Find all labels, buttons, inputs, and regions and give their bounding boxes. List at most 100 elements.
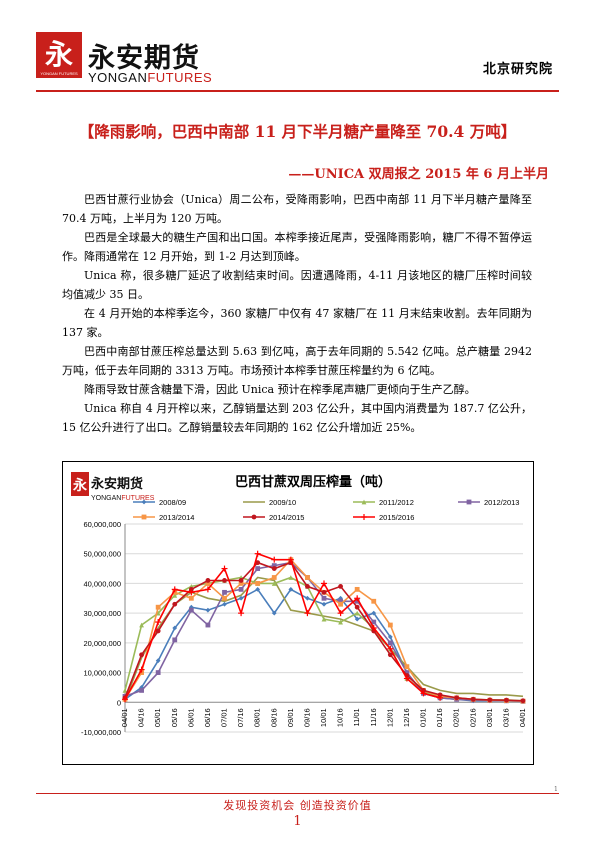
data-point: [288, 586, 294, 592]
legend-entry: 2013/2014: [133, 513, 194, 522]
chart-logo: 永 永安期货 YONGANFUTURES: [71, 472, 155, 502]
data-point: [222, 595, 227, 601]
data-point: [172, 592, 178, 598]
data-point: [404, 670, 410, 675]
data-point: [171, 586, 178, 593]
data-point: [255, 586, 261, 592]
legend-label: 2014/2015: [269, 513, 304, 522]
x-tick-label: 06/16: [203, 708, 212, 727]
data-point: [321, 601, 327, 607]
data-point: [338, 584, 343, 589]
data-point: [138, 666, 145, 673]
data-point: [361, 499, 367, 505]
paragraph: 在 4 月开始的本榨季迄今，360 家糖厂中仅有 47 家糖厂在 11 月末结束…: [62, 307, 532, 339]
chart-logo-cn: 永安期货: [90, 476, 143, 491]
x-tick-label: 03/01: [485, 708, 494, 727]
data-point: [470, 696, 476, 702]
x-tick-label: 07/16: [236, 708, 245, 727]
yongan-logo-icon: 永 YONGAN FUTURES: [36, 32, 82, 78]
legend-label: 2011/2012: [379, 498, 414, 507]
x-tick-label: 06/01: [186, 708, 195, 727]
data-point: [271, 610, 277, 616]
x-tick-label: 11/16: [369, 708, 378, 726]
data-point: [254, 550, 261, 557]
data-point: [338, 619, 343, 625]
data-point: [271, 563, 277, 568]
data-point: [222, 601, 227, 607]
data-point: [155, 604, 161, 610]
data-point: [122, 696, 128, 703]
data-point: [205, 607, 211, 613]
logo-glyph: 永: [45, 39, 73, 70]
page-number: 1: [293, 814, 302, 829]
x-tick-label: 01/16: [435, 708, 444, 727]
paragraph: Unica 称自 4 月开榨以来，乙醇销量达到 203 亿公升，其中国内消费量为…: [62, 402, 532, 434]
data-point: [204, 586, 211, 593]
x-axis: 04/01 04/16 05/01 05/16 06/01 06/16 07/01 07/16…: [120, 708, 527, 727]
data-point: [370, 625, 377, 631]
x-tick-label: 12/01: [385, 708, 394, 727]
data-point: [404, 664, 410, 670]
x-tick-label: 02/16: [468, 708, 477, 727]
data-point: [255, 581, 261, 586]
report-title: 【降雨影响，巴西中南部 11 月下半月糖产量降至 70.4 万吨】: [78, 122, 517, 141]
paragraph: 巴西是全球最大的糖生产国和出口国。本榨季接近尾声，受强降雨影响，糖厂不得不暂停运…: [62, 231, 532, 263]
data-point: [387, 645, 394, 652]
x-tick-label: 05/16: [170, 708, 179, 727]
y-tick-label: 50,000,000: [83, 550, 121, 559]
series-line: [124, 552, 441, 700]
data-point: [188, 595, 194, 601]
x-tick-label: 08/16: [269, 708, 278, 727]
series-2013-2014: [122, 557, 526, 704]
data-point: [139, 688, 144, 693]
data-point: [238, 586, 244, 592]
chart-grid: [125, 523, 523, 733]
x-tick-label: 01/01: [419, 708, 428, 727]
data-point: [205, 578, 211, 583]
data-point: [321, 589, 327, 595]
data-point: [188, 607, 194, 613]
data-point: [420, 690, 427, 697]
data-point: [288, 575, 294, 580]
data-point: [238, 595, 244, 601]
data-point: [321, 616, 327, 622]
data-point: [172, 625, 178, 631]
series-lines: [122, 550, 526, 704]
data-point: [338, 601, 343, 607]
data-point: [205, 581, 211, 586]
data-point: [271, 566, 277, 571]
data-point: [354, 586, 360, 592]
x-tick-label: 10/16: [336, 708, 345, 727]
company-name-cn: 永安期货: [88, 43, 200, 74]
data-point: [271, 556, 278, 563]
data-point: [371, 610, 377, 616]
paragraph: 巴西甘蔗行业协会（Unica）周二公布，受降雨影响，巴西中南部 11 月下半月糖…: [62, 193, 532, 225]
legend-label: 2012/2013: [484, 498, 519, 507]
y-tick-label: 0: [117, 698, 121, 707]
header-divider: [36, 90, 559, 92]
data-point: [321, 580, 327, 587]
data-point: [251, 514, 257, 520]
y-tick-label: 10,000,000: [83, 669, 121, 678]
department-label: 北京研究院: [482, 62, 553, 77]
series-2008-09: [122, 586, 526, 704]
y-tick-label: 20,000,000: [83, 639, 121, 648]
data-point: [361, 514, 367, 520]
x-tick-label: 05/01: [153, 708, 162, 727]
x-tick-label: 02/01: [452, 708, 461, 727]
data-point: [354, 610, 360, 616]
y-tick-label: 30,000,000: [83, 609, 121, 618]
data-point: [387, 634, 393, 640]
data-point: [238, 581, 244, 586]
data-point: [238, 610, 245, 617]
data-point: [321, 595, 327, 601]
footer-slogan: 发现投资机会 创造投资价值: [223, 799, 372, 812]
crush-chart: 永 永安期货 YONGANFUTURES 巴西甘蔗双周压榨量（吨） 2008/0…: [62, 461, 534, 765]
chart-legend: 2008/09 2009/10 2011/2012 2012/2013 2013/201…: [133, 498, 519, 522]
data-point: [221, 565, 228, 572]
data-point: [188, 589, 195, 596]
x-tick-label: 08/01: [253, 708, 262, 727]
data-point: [305, 584, 310, 589]
data-point: [122, 688, 128, 693]
data-point: [255, 560, 261, 566]
